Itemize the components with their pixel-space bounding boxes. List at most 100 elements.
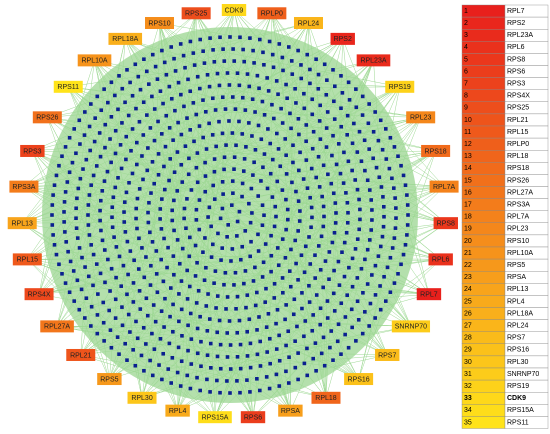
edge bbox=[159, 22, 198, 378]
inner-node bbox=[117, 74, 121, 78]
inner-node bbox=[123, 100, 127, 105]
inner-node bbox=[162, 60, 167, 65]
inner-node bbox=[201, 98, 205, 102]
inner-node bbox=[264, 286, 268, 291]
inner-node bbox=[123, 341, 127, 346]
inner-node bbox=[233, 270, 238, 275]
rank-number: 25 bbox=[464, 298, 472, 305]
gene-name: RPL18 bbox=[507, 153, 529, 160]
inner-node bbox=[116, 107, 120, 112]
edge bbox=[325, 196, 384, 398]
inner-node bbox=[60, 154, 64, 159]
edge bbox=[125, 343, 327, 399]
inner-node bbox=[353, 178, 357, 182]
inner-node bbox=[212, 157, 217, 161]
inner-node bbox=[195, 326, 200, 331]
inner-node bbox=[177, 319, 181, 324]
inner-node bbox=[347, 98, 352, 102]
inner-node bbox=[208, 341, 213, 346]
inner-node bbox=[380, 234, 385, 239]
inner-node bbox=[361, 290, 365, 295]
inner-node bbox=[247, 121, 251, 125]
edge bbox=[276, 374, 291, 411]
inner-node bbox=[171, 302, 175, 307]
inner-node bbox=[197, 124, 202, 128]
inner-node bbox=[51, 233, 55, 237]
inner-node bbox=[95, 331, 100, 336]
inner-node bbox=[393, 226, 398, 230]
inner-node bbox=[151, 303, 156, 307]
inner-node bbox=[378, 307, 383, 312]
inner-node bbox=[171, 138, 175, 142]
edge bbox=[141, 263, 181, 398]
inner-node bbox=[334, 211, 338, 215]
edge bbox=[136, 13, 197, 165]
inner-node bbox=[74, 226, 79, 230]
inner-node bbox=[324, 145, 329, 149]
inner-node bbox=[156, 172, 161, 177]
edge bbox=[68, 251, 429, 295]
inner-node bbox=[316, 154, 321, 159]
hub-label: RPL6 bbox=[432, 257, 450, 264]
edge bbox=[141, 342, 316, 399]
edge bbox=[334, 186, 445, 233]
edge bbox=[240, 22, 309, 369]
inner-node bbox=[248, 390, 252, 394]
inner-node bbox=[208, 36, 212, 40]
edge bbox=[47, 117, 296, 241]
inner-node bbox=[242, 59, 246, 64]
inner-node bbox=[355, 276, 360, 280]
inner-node bbox=[113, 151, 118, 156]
hub-label: RPL7 bbox=[420, 292, 438, 299]
inner-node bbox=[291, 160, 295, 165]
hub-label: SNRNP70 bbox=[395, 324, 427, 331]
inner-node bbox=[162, 236, 166, 241]
inner-node bbox=[103, 145, 107, 150]
edge bbox=[233, 9, 313, 331]
inner-node bbox=[95, 94, 100, 99]
inner-node bbox=[137, 267, 141, 271]
inner-node bbox=[304, 158, 309, 162]
inner-node bbox=[220, 180, 225, 184]
inner-node bbox=[350, 168, 354, 173]
edge bbox=[127, 86, 400, 275]
edge bbox=[182, 248, 359, 380]
inner-node bbox=[142, 57, 146, 62]
hub-label: RPL18 bbox=[315, 395, 337, 402]
inner-node bbox=[367, 238, 372, 242]
inner-node bbox=[338, 171, 343, 176]
inner-node bbox=[253, 303, 258, 308]
inner-node bbox=[208, 390, 212, 394]
inner-node bbox=[198, 314, 202, 319]
edge bbox=[141, 311, 365, 399]
inner-node bbox=[272, 224, 277, 229]
inner-node bbox=[169, 286, 173, 290]
inner-node bbox=[323, 259, 328, 263]
edge bbox=[22, 222, 147, 299]
inner-node bbox=[206, 215, 210, 219]
inner-node bbox=[169, 381, 174, 385]
inner-node bbox=[222, 167, 226, 172]
rank-number: 4 bbox=[464, 44, 468, 51]
hub-node bbox=[108, 32, 143, 45]
inner-node bbox=[129, 148, 133, 153]
gene-name: RPL23A bbox=[507, 32, 533, 39]
edge bbox=[68, 86, 283, 240]
inner-node bbox=[83, 316, 87, 320]
inner-node bbox=[149, 263, 153, 268]
edge bbox=[47, 117, 92, 245]
inner-node bbox=[354, 339, 358, 343]
inner-node bbox=[314, 293, 319, 297]
hub-label: RPL4 bbox=[169, 408, 187, 415]
inner-node bbox=[152, 347, 157, 351]
inner-node bbox=[336, 322, 341, 327]
edge bbox=[276, 133, 327, 398]
inner-node bbox=[277, 384, 282, 388]
inner-node bbox=[110, 215, 114, 220]
hub-node bbox=[433, 217, 458, 230]
inner-node bbox=[403, 183, 408, 187]
inner-node bbox=[293, 365, 298, 370]
edge bbox=[80, 354, 178, 373]
inner-node bbox=[147, 200, 151, 205]
inner-node bbox=[258, 364, 263, 368]
